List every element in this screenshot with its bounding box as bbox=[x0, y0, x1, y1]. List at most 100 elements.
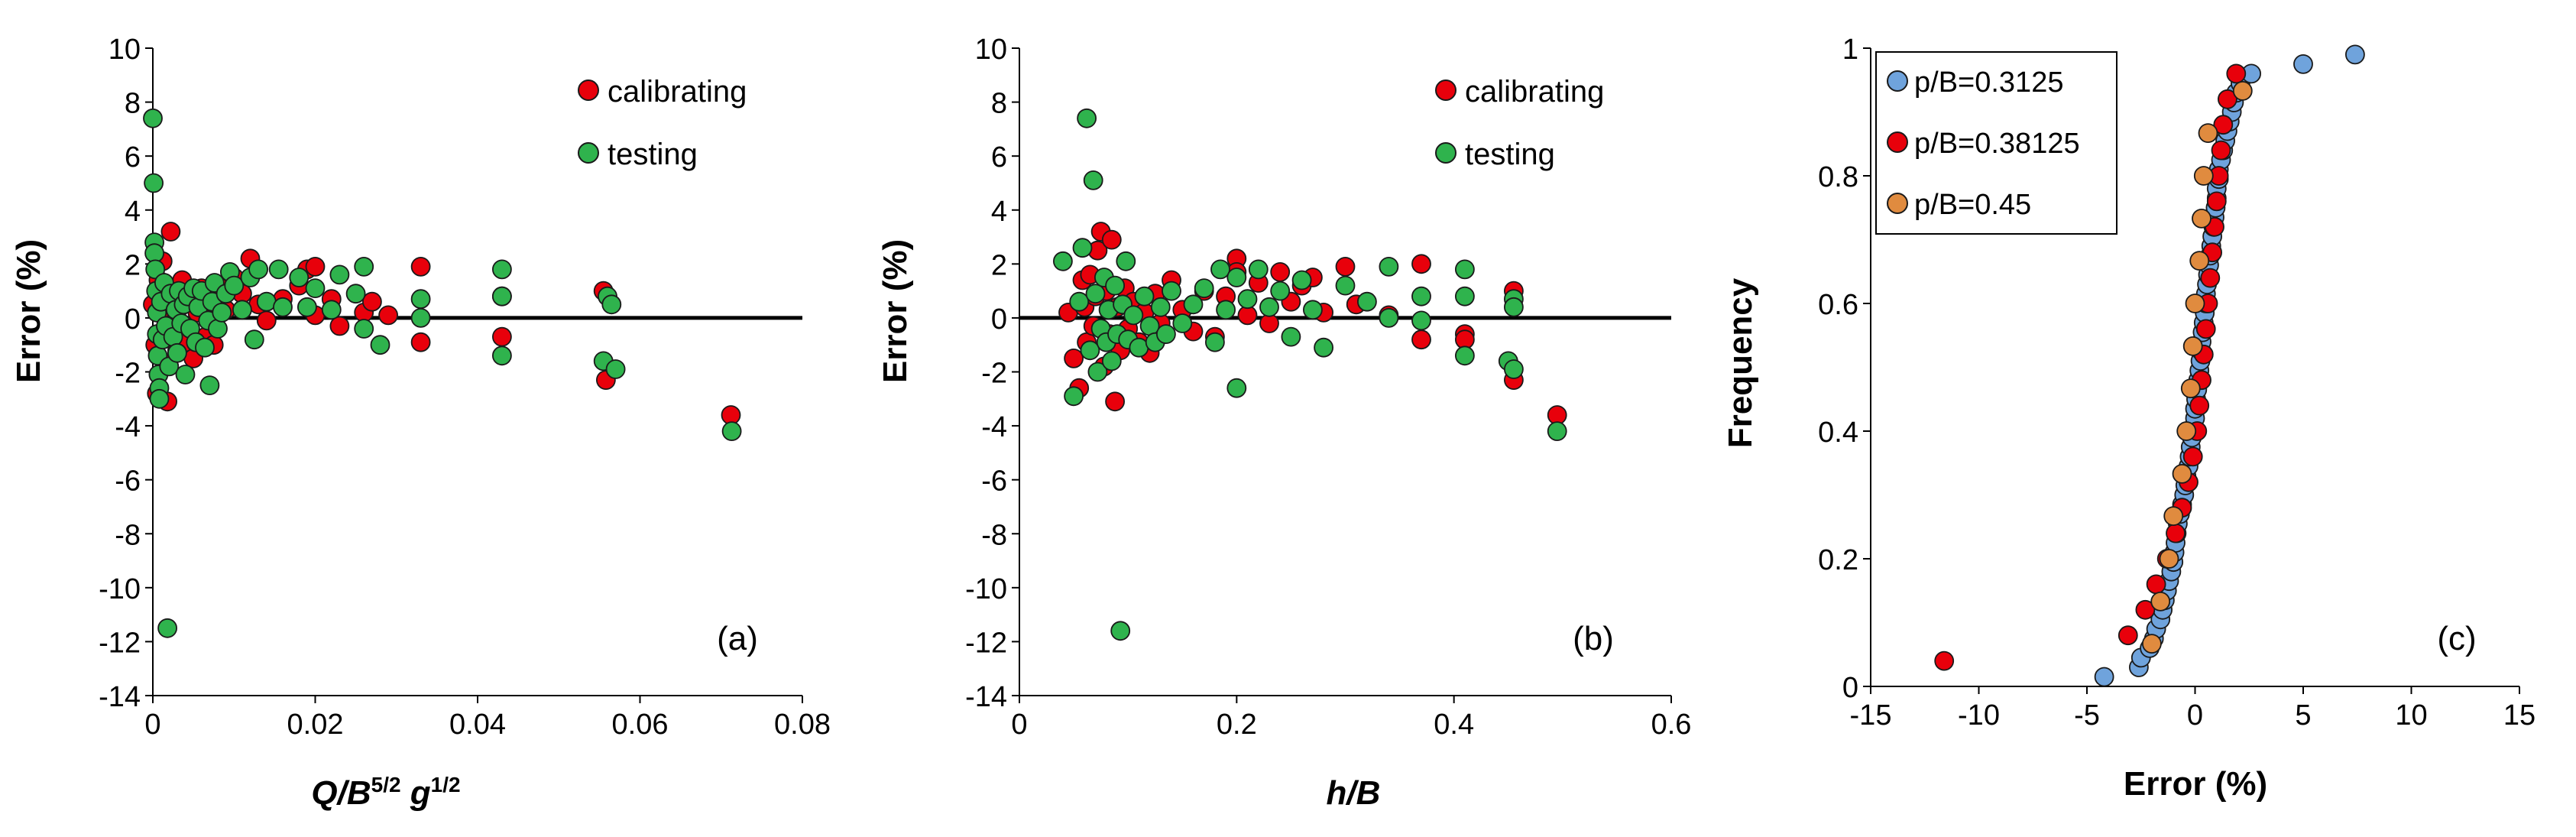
y-tick-label: -8 bbox=[115, 519, 141, 551]
legend-marker-calibrating bbox=[1435, 79, 1456, 101]
data-point-p-b-0-45 bbox=[2192, 208, 2211, 229]
data-point-p-b-0-45 bbox=[2198, 123, 2218, 144]
data-point-testing bbox=[232, 300, 252, 320]
x-tick-label: 0 bbox=[144, 709, 160, 741]
data-point-testing bbox=[195, 337, 215, 358]
data-point-testing bbox=[1085, 284, 1106, 304]
legend-label-testing: testing bbox=[608, 138, 698, 171]
legend-marker-0.3125 bbox=[1887, 70, 1908, 92]
data-point-p-b-0-3125 bbox=[2344, 44, 2365, 65]
data-point-testing bbox=[492, 259, 512, 280]
y-tick-label: 0 bbox=[125, 303, 141, 336]
x-tick-label: 0 bbox=[1011, 709, 1027, 741]
y-tick-label: -14 bbox=[965, 681, 1007, 713]
y-tick-label: 0 bbox=[991, 303, 1007, 336]
y-tick-label: -2 bbox=[115, 358, 141, 390]
data-point-testing bbox=[1547, 421, 1567, 441]
data-point-testing bbox=[145, 259, 166, 280]
data-point-testing bbox=[345, 284, 366, 304]
data-point-calibrating bbox=[492, 326, 512, 347]
data-point-calibrating bbox=[410, 332, 431, 352]
data-point-testing bbox=[199, 375, 220, 396]
data-point-testing bbox=[1335, 275, 1356, 296]
data-point-p-b-0-45 bbox=[2163, 506, 2184, 526]
data-point-p-b-0-38125 bbox=[2182, 446, 2203, 467]
data-point-testing bbox=[296, 297, 317, 317]
x-tick-label: 0.06 bbox=[612, 709, 669, 741]
y-tick-label: 2 bbox=[991, 249, 1007, 281]
panel-label: (c) bbox=[2437, 620, 2476, 657]
data-point-testing bbox=[1303, 300, 1323, 320]
data-point-p-b-0-3125 bbox=[2094, 667, 2114, 687]
data-point-p-b-0-45 bbox=[2185, 294, 2205, 313]
x-tick-label: 0.2 bbox=[1217, 709, 1257, 741]
data-point-testing bbox=[329, 264, 350, 285]
legend-frame bbox=[1875, 51, 2118, 235]
data-point-calibrating bbox=[1101, 229, 1122, 250]
y-axis-label: Error (%) bbox=[10, 239, 47, 383]
x-tick-label: 5 bbox=[2295, 699, 2311, 732]
data-point-calibrating bbox=[1411, 254, 1431, 274]
data-point-testing bbox=[1248, 259, 1269, 280]
data-point-p-b-0-38125 bbox=[2206, 191, 2227, 212]
legend-marker-testing bbox=[578, 142, 599, 164]
data-point-testing bbox=[248, 259, 269, 280]
data-point-testing bbox=[1150, 297, 1171, 317]
data-point-testing bbox=[175, 365, 196, 384]
data-point-testing bbox=[1270, 281, 1291, 301]
data-point-calibrating bbox=[1105, 391, 1125, 412]
y-tick-label: 2 bbox=[125, 249, 141, 281]
data-point-p-b-0-3125 bbox=[2293, 54, 2313, 74]
data-point-testing bbox=[492, 346, 512, 366]
legend-label-calibrating: calibrating bbox=[1465, 75, 1604, 109]
x-tick-label: 0 bbox=[2187, 699, 2203, 732]
data-point-testing bbox=[1281, 326, 1301, 347]
x-tick-label: -10 bbox=[1958, 699, 2000, 732]
y-tick-label: -12 bbox=[965, 627, 1007, 659]
data-point-p-b-0-38125 bbox=[2118, 625, 2138, 646]
data-point-testing bbox=[410, 289, 431, 310]
x-tick-label: 0.4 bbox=[1434, 709, 1474, 741]
legend-label-testing: testing bbox=[1465, 138, 1555, 171]
data-point-testing bbox=[1455, 286, 1475, 307]
data-point-testing bbox=[1116, 251, 1136, 271]
data-point-p-b-0-45 bbox=[2193, 166, 2214, 186]
data-point-testing bbox=[1083, 170, 1103, 190]
data-point-testing bbox=[1411, 286, 1431, 307]
data-point-calibrating bbox=[305, 256, 326, 277]
data-point-testing bbox=[208, 319, 228, 339]
data-point-p-b-0-38125 bbox=[2211, 140, 2231, 161]
data-point-testing bbox=[1237, 289, 1258, 310]
data-point-p-b-0-38125 bbox=[2200, 268, 2221, 288]
y-tick-label: 10 bbox=[975, 34, 1007, 66]
data-point-p-b-0-45 bbox=[2172, 464, 2192, 484]
y-tick-label: -12 bbox=[99, 627, 141, 659]
data-point-calibrating bbox=[1335, 256, 1356, 277]
y-tick-label: -6 bbox=[981, 466, 1007, 498]
data-point-p-b-0-45 bbox=[2141, 634, 2162, 654]
y-tick-label: -10 bbox=[965, 573, 1007, 605]
y-tick-label: 0.4 bbox=[1818, 417, 1858, 449]
data-point-p-b-0-38125 bbox=[2226, 63, 2247, 84]
data-point-calibrating bbox=[361, 291, 382, 312]
data-point-testing bbox=[244, 329, 264, 350]
data-point-testing bbox=[1314, 337, 1333, 358]
data-point-p-b-0-38125 bbox=[2213, 115, 2234, 135]
data-point-testing bbox=[1064, 386, 1084, 407]
data-point-testing bbox=[1226, 378, 1247, 398]
chart-panel-a: -14 -12 -10 -8 -6 -4 -2 0 2 4 6 8 10 0 0.02 0.04 0.06 0.0… bbox=[10, 34, 831, 812]
legend: calibrating testing bbox=[1418, 60, 1631, 197]
data-point-p-b-0-38125 bbox=[2135, 599, 2156, 620]
data-point-testing bbox=[492, 286, 512, 307]
data-point-testing bbox=[1053, 251, 1073, 271]
x-label-q: Q/B bbox=[311, 774, 371, 812]
legend-label-0.3125: p/B=0.3125 bbox=[1914, 67, 2063, 99]
y-tick-label: 0.6 bbox=[1818, 289, 1858, 321]
data-point-testing bbox=[1210, 259, 1230, 280]
y-tick-label: -4 bbox=[115, 411, 141, 443]
data-point-testing bbox=[1226, 268, 1247, 287]
data-point-testing bbox=[1379, 256, 1399, 277]
legend-marker-0.38125 bbox=[1887, 131, 1908, 153]
data-point-testing bbox=[144, 173, 164, 193]
